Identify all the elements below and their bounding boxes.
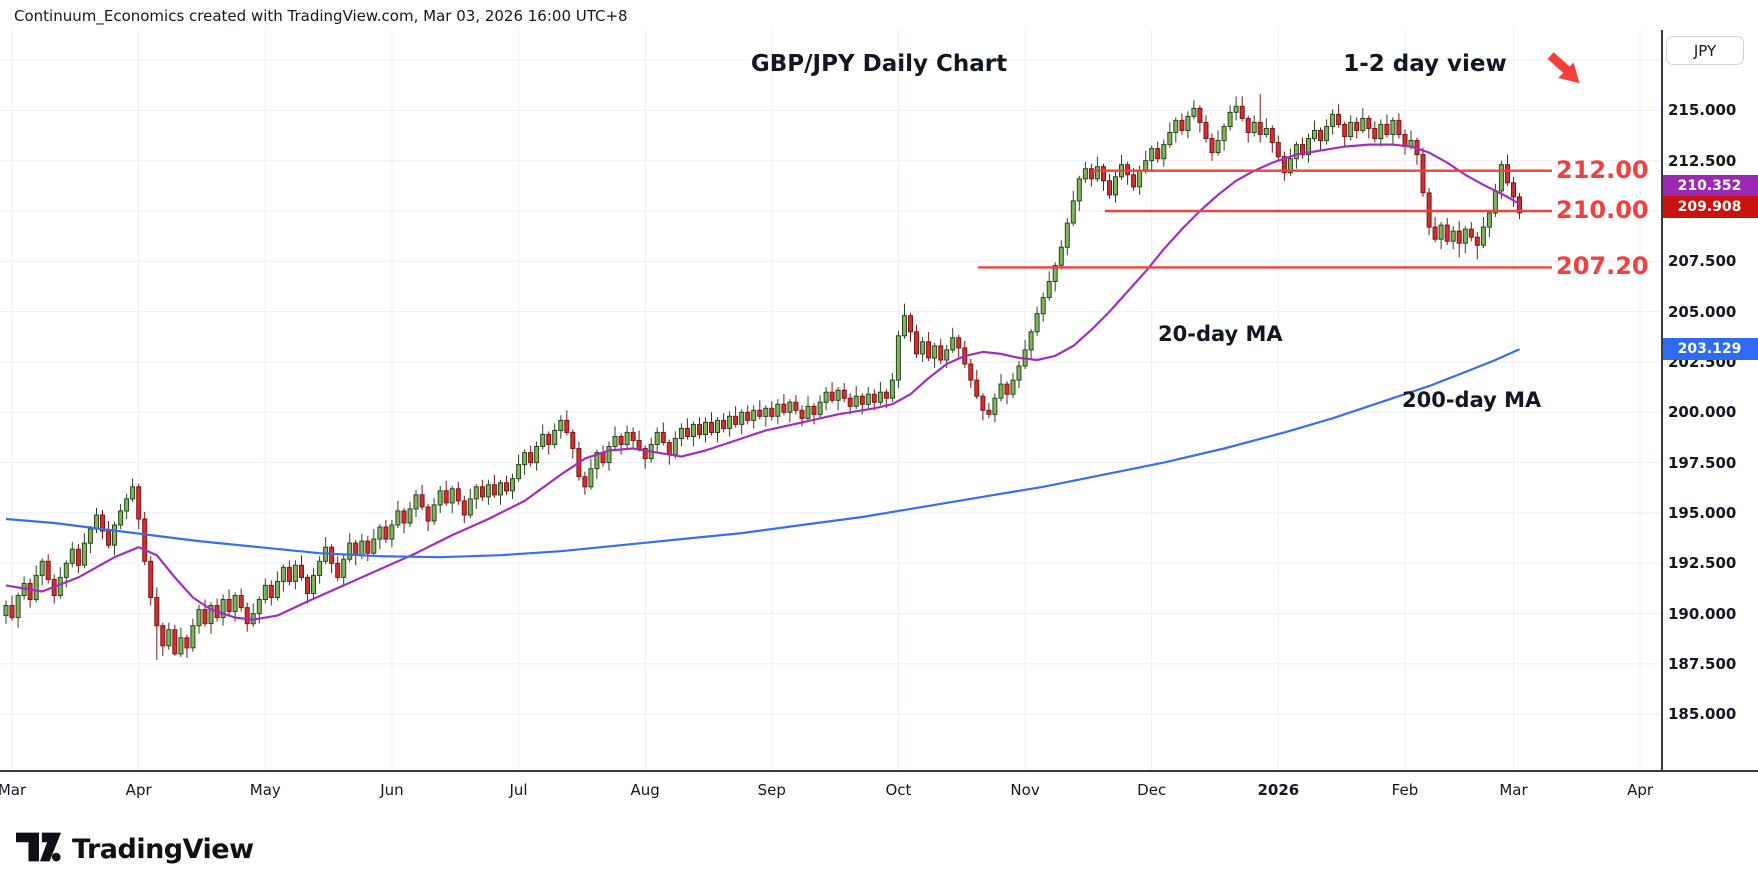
price-tick-197.500: 197.500 bbox=[1668, 453, 1737, 472]
time-tick-Nov: Nov bbox=[1010, 781, 1040, 799]
price-tick-185.000: 185.000 bbox=[1668, 705, 1737, 724]
price-tick-195.000: 195.000 bbox=[1668, 503, 1737, 522]
price-tick-215.000: 215.000 bbox=[1668, 101, 1737, 120]
time-tick-Apr: Apr bbox=[125, 781, 152, 799]
price-tick-190.000: 190.000 bbox=[1668, 604, 1737, 623]
price-tick-207.500: 207.500 bbox=[1668, 252, 1737, 271]
view-horizon-note: 1-2 day view bbox=[1343, 51, 1507, 77]
ma20-value-badge: 210.352 bbox=[1661, 175, 1758, 197]
time-tick-Jun: Jun bbox=[380, 781, 404, 799]
time-tick-Jul: Jul bbox=[509, 781, 528, 799]
time-tick-Aug: Aug bbox=[630, 781, 660, 799]
ma200-label: 200-day MA bbox=[1402, 388, 1542, 412]
down-right-arrow-icon bbox=[1545, 52, 1585, 88]
time-tick-Apr: Apr bbox=[1627, 781, 1654, 799]
price-tick-187.500: 187.500 bbox=[1668, 654, 1737, 673]
time-tick-Feb: Feb bbox=[1391, 781, 1419, 799]
200-day-ma-line[interactable] bbox=[5, 348, 1520, 559]
time-tick-Oct: Oct bbox=[885, 781, 912, 799]
chart-title: GBP/JPY Daily Chart bbox=[750, 51, 1008, 77]
grid-layer bbox=[0, 30, 1661, 770]
ma200-value-badge: 203.129 bbox=[1661, 338, 1758, 360]
price-tick-192.500: 192.500 bbox=[1668, 554, 1737, 573]
price-tick-205.000: 205.000 bbox=[1668, 302, 1737, 321]
price-axis[interactable]: JPY 215.000 212.500 207.500 205.000 202.500 2… bbox=[1661, 30, 1758, 770]
price-chart-plot[interactable] bbox=[0, 30, 1661, 770]
time-axis[interactable]: Mar Apr May Jun Jul Aug Sep Oct Nov Dec 2026 Feb Mar… bbox=[0, 770, 1758, 810]
chart-canvas[interactable] bbox=[0, 30, 1661, 770]
time-tick-Mar: Mar bbox=[1499, 781, 1528, 799]
currency-button[interactable]: JPY bbox=[1666, 36, 1744, 65]
candles-layer[interactable] bbox=[3, 94, 1522, 660]
time-tick-Dec: Dec bbox=[1137, 781, 1167, 799]
level-lines-layer[interactable] bbox=[978, 169, 1552, 269]
level-label-212.00: 212.00 bbox=[1556, 155, 1649, 184]
price-tick-200.000: 200.000 bbox=[1668, 403, 1737, 422]
tradingview-logo-icon bbox=[16, 832, 62, 866]
time-tick-May: May bbox=[249, 781, 281, 799]
last-price-badge: 209.908 bbox=[1661, 196, 1758, 218]
price-tick-212.500: 212.500 bbox=[1668, 151, 1737, 170]
time-tick-Mar: Mar bbox=[0, 781, 27, 799]
ma20-label: 20-day MA bbox=[1158, 322, 1283, 346]
axis-separator-vertical bbox=[1661, 30, 1663, 808]
20-day-ma-line[interactable] bbox=[5, 143, 1521, 621]
tradingview-logo[interactable]: TradingView bbox=[16, 832, 254, 866]
level-label-207.20: 207.20 bbox=[1556, 252, 1649, 281]
level-label-210.00: 210.00 bbox=[1556, 196, 1649, 224]
time-tick-Sep: Sep bbox=[757, 781, 786, 799]
time-tick-2026: 2026 bbox=[1257, 781, 1300, 799]
footer-bar: TradingView bbox=[0, 810, 1758, 886]
tradingview-logo-text: TradingView bbox=[72, 833, 254, 865]
credit-text: Continuum_Economics created with Trading… bbox=[14, 7, 628, 25]
